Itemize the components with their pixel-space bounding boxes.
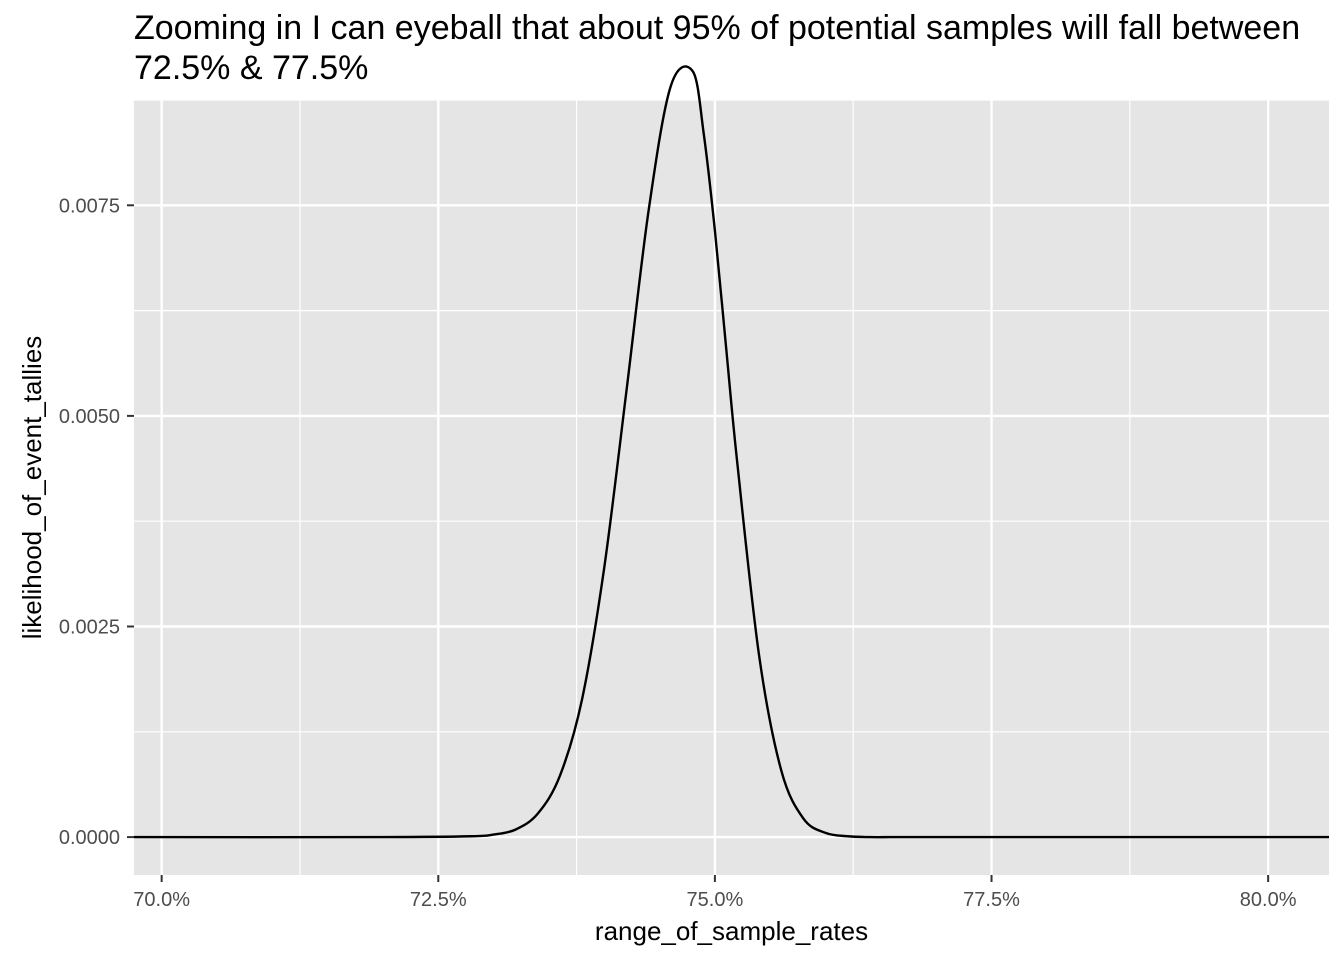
panel-background: [134, 100, 1329, 875]
x-axis-title: range_of_sample_rates: [595, 916, 868, 946]
x-tick-label: 77.5%: [963, 889, 1020, 911]
y-tick-label: 0.0000: [59, 827, 120, 849]
series-line-0: [133, 65, 1329, 839]
y-tick-label: 0.0075: [59, 195, 120, 217]
x-tick-label: 80.0%: [1240, 889, 1297, 911]
x-tick-label: 70.0%: [133, 889, 190, 911]
y-axis-title: likelihood_of_event_tallies: [17, 336, 47, 640]
y-tick-label: 0.0025: [59, 616, 120, 638]
chart-title: Zooming in I can eyeball that about 95% …: [134, 9, 1301, 87]
y-tick-label: 0.0050: [59, 406, 120, 428]
x-tick-label: 75.0%: [687, 889, 744, 911]
x-tick-label: 72.5%: [410, 889, 467, 911]
